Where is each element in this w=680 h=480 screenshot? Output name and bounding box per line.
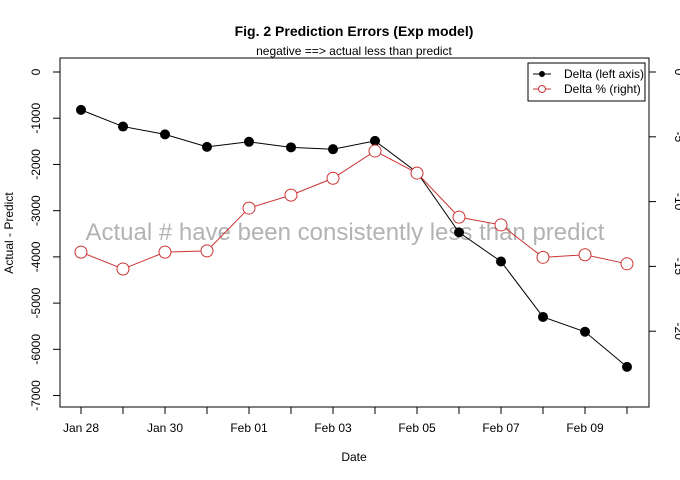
series-line-delta <box>80 109 628 368</box>
y-left-tick-label: -2000 <box>29 149 43 180</box>
series-point-delta <box>160 129 170 140</box>
series-point-delta-pct <box>200 244 214 258</box>
series-point-delta-pct <box>242 201 256 215</box>
series-point-delta <box>118 121 128 132</box>
x-tick-label: Jan 30 <box>147 421 183 435</box>
series-point-delta-pct <box>452 210 466 224</box>
x-axis: Jan 28 Jan 30 Feb 01 Feb 03 Feb 05 Feb 07 Feb … <box>63 407 628 435</box>
legend-label-delta: Delta (left axis) <box>564 67 644 81</box>
series-point-delta <box>244 136 254 147</box>
series-point-delta-pct <box>74 245 88 259</box>
series-point-delta <box>328 144 338 155</box>
series-point-delta-pct <box>158 245 172 259</box>
legend: Delta (left axis) Delta % (right) <box>527 62 646 102</box>
series-point-delta-pct <box>536 250 550 264</box>
x-tick-label: Feb 01 <box>230 421 268 435</box>
x-tick-label: Feb 09 <box>566 421 604 435</box>
series-point-delta <box>622 361 632 372</box>
series-line-delta-pct <box>80 150 628 270</box>
x-tick-label: Feb 03 <box>314 421 352 435</box>
plot-area-frame <box>59 57 650 408</box>
y-right-tick-label: -5 <box>672 131 680 142</box>
y-left-tick-label: -3000 <box>29 195 43 226</box>
legend-marker-delta-pct <box>538 85 546 93</box>
series-point-delta <box>538 311 548 322</box>
x-axis-label: Date <box>341 450 367 464</box>
series-layer <box>74 104 634 372</box>
series-point-delta-pct <box>620 257 634 271</box>
series-point-delta <box>454 227 464 238</box>
legend-marker-delta <box>539 71 545 77</box>
y-right-tick-label: -20 <box>672 323 680 341</box>
series-point-delta <box>370 135 380 146</box>
series-point-delta <box>496 256 506 267</box>
series-point-delta-pct <box>368 144 382 158</box>
x-tick-label: Jan 28 <box>63 421 99 435</box>
series-point-delta <box>76 104 86 115</box>
chart-annotation: Actual # have been consistently less tha… <box>86 219 605 246</box>
y-left-tick-label: -7000 <box>29 380 43 411</box>
y-right-tick-label: -10 <box>672 193 680 211</box>
y-axis-right: 0 -5 -10 -15 -20 <box>649 69 680 341</box>
x-tick-label: Feb 05 <box>398 421 436 435</box>
series-point-delta-pct <box>116 262 130 276</box>
series-point-delta-pct <box>410 166 424 180</box>
chart-subtitle: negative ==> actual less than predict <box>256 44 452 58</box>
series-point-delta <box>202 141 212 152</box>
y-right-tick-label: 0 <box>672 69 680 76</box>
y-left-tick-label: -4000 <box>29 241 43 272</box>
series-point-delta <box>286 142 296 153</box>
y-axis-label: Actual - Predict <box>2 192 16 274</box>
y-left-tick-label: -6000 <box>29 334 43 365</box>
series-point-delta-pct <box>326 171 340 185</box>
series-point-delta <box>580 326 590 337</box>
x-tick-label: Feb 07 <box>482 421 520 435</box>
series-point-delta-pct <box>578 248 592 262</box>
legend-label-delta-pct: Delta % (right) <box>564 82 641 96</box>
y-left-tick-label: -5000 <box>29 287 43 318</box>
chart-title: Fig. 2 Prediction Errors (Exp model) <box>235 23 474 39</box>
series-point-delta-pct <box>284 188 298 202</box>
y-right-tick-label: -15 <box>672 258 680 276</box>
legend-box <box>527 62 646 102</box>
series-point-delta-pct <box>494 218 508 232</box>
y-axis-left: 0 -1000 -2000 -3000 -4000 -5000 -6000 -7000 <box>29 68 60 411</box>
y-left-tick-label: 0 <box>29 68 43 75</box>
y-left-tick-label: -1000 <box>29 103 43 134</box>
